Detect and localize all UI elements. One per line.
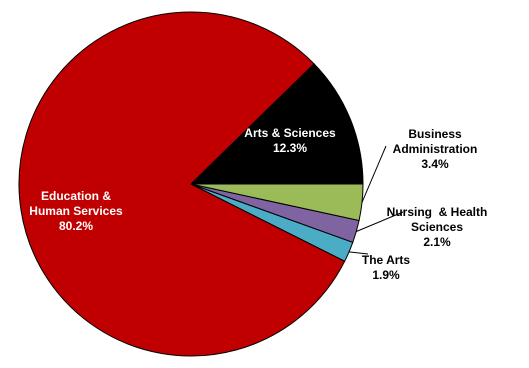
pie-slice-arts-sciences bbox=[189, 63, 364, 185]
slice-label: Business Administration 3.4% bbox=[393, 127, 478, 171]
slice-name: Nursing & Health bbox=[387, 205, 488, 219]
slice-name: Sciences bbox=[411, 220, 463, 234]
slice-name: Business bbox=[408, 127, 462, 141]
slice-label: Education & Human Services 80.2% bbox=[29, 189, 123, 233]
leader-line bbox=[348, 251, 369, 255]
slice-labels: Arts & Sciences 12.3% Education & Human Ser… bbox=[29, 126, 487, 282]
pie-slice-education-human-services bbox=[18, 11, 346, 357]
slice-percent: 12.3% bbox=[273, 141, 307, 155]
leader-line bbox=[361, 145, 387, 203]
slice-label: Arts & Sciences 12.3% bbox=[244, 126, 336, 155]
leader-line bbox=[356, 211, 404, 232]
slice-name: Education & bbox=[41, 189, 111, 203]
pie-slices bbox=[18, 11, 364, 357]
leader-lines bbox=[348, 145, 404, 255]
slice-percent: 1.9% bbox=[372, 268, 400, 282]
slice-name: Human Services bbox=[29, 204, 123, 218]
slice-name: The Arts bbox=[362, 253, 411, 267]
slice-label: Nursing & Health Sciences 2.1% bbox=[387, 205, 488, 249]
slice-percent: 80.2% bbox=[59, 219, 93, 233]
slice-name: Administration bbox=[393, 142, 478, 156]
slice-name: Arts & Sciences bbox=[244, 126, 336, 140]
slice-percent: 2.1% bbox=[423, 235, 451, 249]
slice-label: The Arts 1.9% bbox=[362, 253, 411, 282]
slice-percent: 3.4% bbox=[421, 157, 449, 171]
